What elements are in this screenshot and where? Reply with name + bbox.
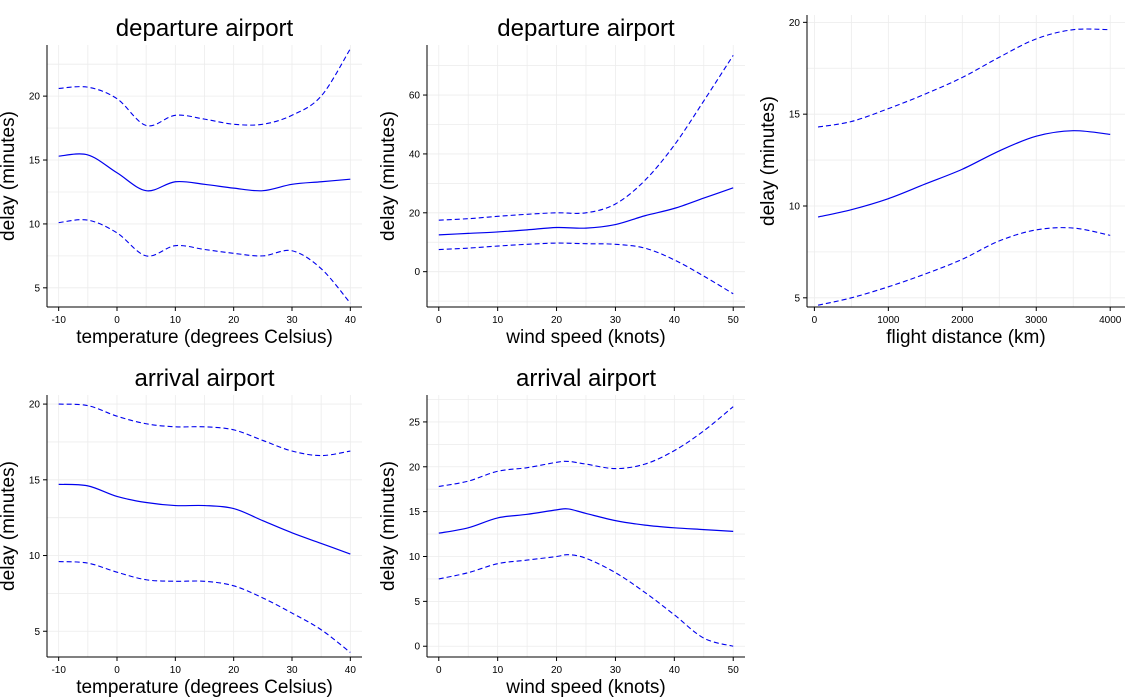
estimate-line [438,508,734,534]
upper-bound-line [438,406,734,488]
y-tick-label: 10 [29,551,41,562]
y-tick-label: 10 [409,552,421,563]
y-tick-label: 20 [789,18,801,29]
x-tick-label: 40 [345,315,357,326]
chart-panel-1: -10 0 10 20 30 40 5 10 15 20 departure airport temp… [0,15,362,348]
x-tick-label: 30 [610,315,622,326]
lower-bound-line [438,242,734,295]
upper-bound-line [438,55,734,221]
chart-panel-2: 0 10 20 30 40 50 0 20 40 60 departure airport wind … [378,15,745,348]
y-tick-label: 20 [29,400,41,411]
upper-bound-line [58,403,351,457]
y-tick-label: 40 [409,149,421,160]
x-tick-label: 0 [436,315,442,326]
y-tick-label: 5 [34,283,40,294]
x-tick-label: -10 [51,665,66,676]
y-tick-label: 5 [794,293,800,304]
y-tick-label: 60 [409,91,421,102]
estimate-line [58,483,351,555]
x-axis-label: wind speed (knots) [505,327,665,348]
x-axis-label: temperature (degrees Celsius) [76,327,333,348]
y-tick-label: 25 [409,417,421,428]
y-tick-label: 10 [789,201,801,212]
x-tick-label: 20 [551,665,563,676]
x-tick-label: 40 [669,665,681,676]
y-tick-label: 5 [34,627,40,638]
lower-bound-line [58,561,351,653]
x-tick-label: 40 [669,315,681,326]
y-tick-label: 15 [29,156,41,167]
x-tick-label: 0 [114,665,120,676]
x-tick-label: 0 [812,315,818,326]
lower-bound-line [817,227,1111,306]
x-tick-label: 10 [170,665,182,676]
y-axis-label: delay (minutes) [758,96,779,226]
estimate-line [58,153,351,192]
upper-bound-line [818,28,1111,128]
estimate-line [817,130,1111,218]
x-tick-label: 3000 [1025,315,1048,326]
x-tick-label: 4000 [1099,315,1122,326]
y-tick-label: 15 [789,110,801,121]
x-axis-label: flight distance (km) [886,327,1045,348]
x-tick-label: 0 [436,665,442,676]
x-tick-label: 30 [286,315,298,326]
x-tick-label: 10 [492,665,504,676]
x-tick-label: 30 [286,665,298,676]
y-tick-label: 20 [29,92,41,103]
y-tick-label: 0 [414,267,420,278]
chart-panel-5: 0 10 20 30 40 50 0 5 10 15 20 25 arrival airport wind… [378,365,745,698]
x-tick-label: 50 [728,315,740,326]
y-tick-label: 20 [409,208,421,219]
x-tick-label: 0 [114,315,120,326]
y-axis-label: delay (minutes) [0,111,19,241]
x-tick-label: 2000 [951,315,974,326]
chart-title: arrival airport [134,365,274,392]
chart-title: departure airport [497,15,675,42]
y-tick-label: 5 [414,597,420,608]
x-tick-label: 20 [228,665,240,676]
x-tick-label: 20 [228,315,240,326]
x-tick-label: 30 [610,665,622,676]
estimate-line [438,187,734,236]
x-tick-label: 40 [345,665,357,676]
chart-title: arrival airport [516,365,656,392]
y-axis-label: delay (minutes) [378,111,399,241]
y-tick-label: 15 [29,475,41,486]
chart-title: departure airport [116,15,294,42]
chart-panel-3: 0 1000 2000 3000 4000 5 10 15 20 flight distance … [758,15,1125,348]
x-tick-label: 50 [728,665,740,676]
x-tick-label: 20 [551,315,563,326]
y-axis-label: delay (minutes) [378,461,399,591]
lower-bound-line [58,219,351,304]
y-tick-label: 15 [409,507,421,518]
chart-panel-4: -10 0 10 20 30 40 5 10 15 20 arrival airport temper… [0,365,362,698]
x-axis-label: temperature (degrees Celsius) [76,677,333,698]
lower-bound-line [438,554,734,647]
x-tick-label: 1000 [877,315,900,326]
upper-bound-line [58,48,351,127]
x-tick-label: 10 [492,315,504,326]
x-axis-label: wind speed (knots) [505,677,665,698]
x-tick-label: 10 [170,315,182,326]
y-tick-label: 10 [29,219,41,230]
y-tick-label: 20 [409,462,421,473]
y-axis-label: delay (minutes) [0,461,19,591]
x-tick-label: -10 [51,315,66,326]
y-tick-label: 0 [414,642,420,653]
